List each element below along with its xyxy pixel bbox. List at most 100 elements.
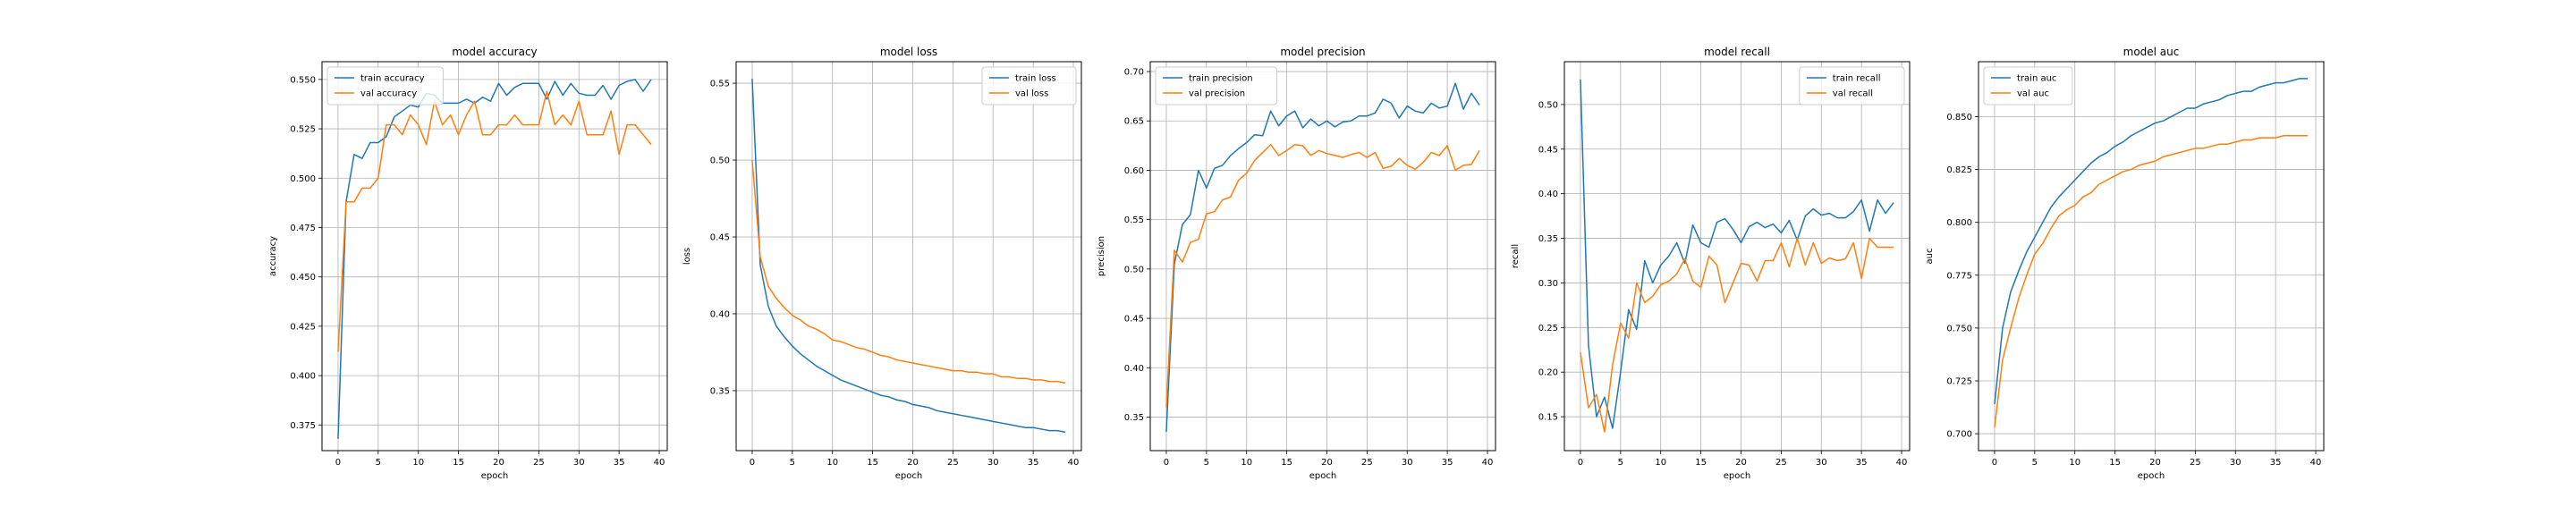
x-tick-label: 25 [533, 458, 545, 468]
x-tick-label: 0 [1164, 458, 1169, 468]
x-tick-label: 20 [907, 458, 919, 468]
y-tick-label: 0.35 [710, 386, 730, 396]
legend: train precision val precision [1155, 66, 1277, 106]
x-axis-label: epoch [1724, 471, 1750, 481]
chart-panel-2: 0 5 10 15 20 25 30 35 40 0.35 0.40 0.45 0.50 0.55 mode… [682, 46, 1082, 481]
x-tick-label: 0 [1578, 458, 1583, 468]
x-axis-label: epoch [481, 471, 508, 481]
series-line-val [1580, 237, 1894, 433]
y-tick-label: 0.35 [1538, 234, 1558, 244]
y-tick-label: 0.700 [1946, 430, 1972, 440]
x-tick-label: 15 [1281, 458, 1292, 468]
legend: train recall val recall [1799, 66, 1905, 106]
y-tick-label: 0.55 [710, 80, 730, 89]
y-tick-label: 0.50 [1124, 265, 1144, 274]
legend-box [1983, 66, 2073, 106]
x-tick-label: 10 [826, 458, 838, 468]
y-tick-label: 0.40 [1538, 190, 1558, 199]
y-tick-label: 0.800 [1946, 218, 1972, 228]
x-axis-label: epoch [895, 471, 922, 481]
y-tick-label: 0.45 [1124, 315, 1144, 325]
y-tick-label: 0.40 [1124, 364, 1144, 374]
y-tick-label: 0.475 [290, 224, 316, 233]
y-axis-label: auc [1925, 249, 1935, 265]
y-tick-label: 0.500 [290, 174, 316, 184]
y-tick-label: 0.15 [1538, 413, 1558, 423]
y-tick-label: 0.525 [290, 125, 316, 135]
series-line-train [751, 78, 1066, 434]
chart-title: model auc [2123, 46, 2180, 58]
series-line-val [751, 159, 1066, 384]
x-axis-label: epoch [2138, 471, 2165, 481]
x-tick-label: 5 [1204, 458, 1209, 468]
x-axis-label: epoch [1309, 471, 1336, 481]
x-tick-label: 20 [2149, 458, 2161, 468]
y-tick-label: 0.400 [290, 372, 316, 382]
x-tick-label: 35 [1028, 458, 1039, 468]
legend-label: val auc [2017, 89, 2049, 99]
y-tick-label: 0.30 [1538, 279, 1558, 289]
chart-panel-4: 0 5 10 15 20 25 30 35 40 0.15 0.20 0.25 0.30 0.35 0.40… [1511, 46, 1911, 481]
x-tick-label: 35 [614, 458, 625, 468]
x-tick-label: 0 [335, 458, 341, 468]
y-tick-label: 0.750 [1946, 324, 1972, 333]
y-tick-label: 0.375 [290, 421, 316, 431]
y-tick-label: 0.825 [1946, 165, 1972, 175]
y-axis-label: precision [1097, 236, 1106, 276]
axes-frame [735, 61, 1082, 452]
series-line-train [1165, 82, 1480, 433]
series-line-train [1580, 79, 1894, 429]
x-tick-label: 10 [1241, 458, 1252, 468]
x-tick-label: 10 [412, 458, 424, 468]
x-tick-label: 0 [750, 458, 755, 468]
legend-box [1799, 66, 1905, 106]
x-tick-label: 20 [1321, 458, 1333, 468]
x-tick-label: 35 [1442, 458, 1453, 468]
legend-label: train auc [2017, 74, 2056, 84]
x-tick-label: 40 [1482, 458, 1494, 468]
legend-label: train loss [1015, 74, 1056, 84]
x-tick-label: 25 [1361, 458, 1373, 468]
x-tick-label: 30 [2230, 458, 2241, 468]
x-tick-label: 5 [2032, 458, 2038, 468]
x-tick-label: 35 [2270, 458, 2282, 468]
axes-frame [1149, 61, 1496, 452]
x-tick-label: 40 [2310, 458, 2322, 468]
x-tick-label: 30 [573, 458, 585, 468]
chart-panel-3: 0 5 10 15 20 25 30 35 40 0.35 0.40 0.45 0.50 0.55 0.60… [1097, 46, 1496, 481]
x-tick-label: 15 [867, 458, 878, 468]
legend-label: val loss [1015, 89, 1048, 99]
x-tick-label: 40 [654, 458, 665, 468]
x-tick-label: 30 [987, 458, 999, 468]
x-tick-label: 35 [1856, 458, 1868, 468]
x-tick-label: 30 [1816, 458, 1827, 468]
x-tick-label: 10 [1655, 458, 1666, 468]
legend-label: val accuracy [360, 89, 417, 99]
x-tick-label: 5 [790, 458, 795, 468]
legend-box [326, 66, 444, 106]
y-tick-label: 0.775 [1946, 271, 1972, 281]
y-tick-label: 0.40 [710, 309, 730, 319]
y-tick-label: 0.55 [1124, 215, 1144, 225]
y-tick-label: 0.50 [1538, 100, 1558, 110]
legend: train accuracy val accuracy [326, 66, 444, 106]
legend: train auc val auc [1983, 66, 2073, 106]
x-tick-label: 25 [947, 458, 959, 468]
legend-label: val precision [1189, 89, 1245, 99]
y-axis-label: loss [682, 248, 692, 265]
x-tick-label: 25 [1775, 458, 1787, 468]
x-tick-label: 15 [2109, 458, 2121, 468]
y-tick-label: 0.70 [1124, 68, 1144, 78]
chart-panel-5: 0 5 10 15 20 25 30 35 40 0.700 0.725 0.750 0.775 0.80… [1925, 46, 2325, 481]
chart-title: model accuracy [452, 46, 537, 58]
x-tick-label: 25 [2190, 458, 2201, 468]
series-line-val [337, 90, 652, 352]
legend-label: train accuracy [360, 74, 425, 84]
x-tick-label: 30 [1402, 458, 1413, 468]
y-tick-label: 0.425 [290, 322, 316, 332]
y-tick-label: 0.850 [1946, 113, 1972, 122]
y-tick-label: 0.65 [1124, 117, 1144, 127]
legend-label: train precision [1189, 74, 1253, 84]
legend: train loss val loss [981, 66, 1077, 106]
y-tick-label: 0.60 [1124, 166, 1144, 176]
